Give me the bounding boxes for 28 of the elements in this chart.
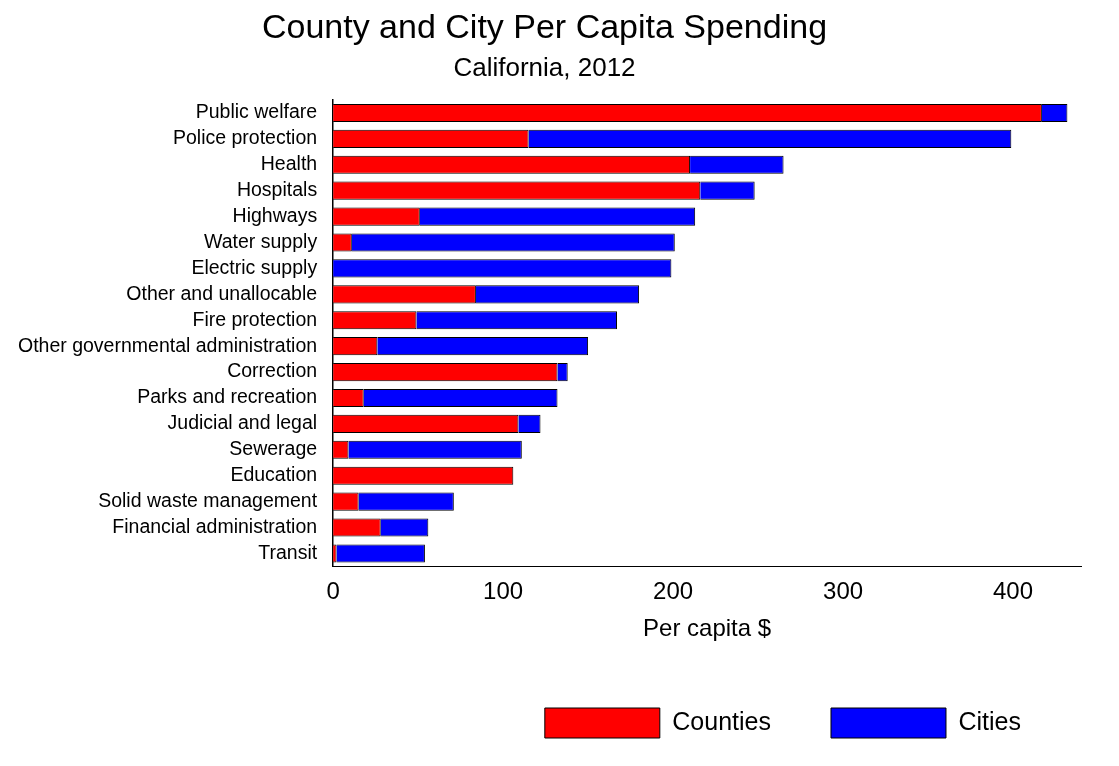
y-tick-label: Transit: [258, 540, 318, 563]
x-tick-label: 100: [483, 577, 524, 605]
y-tick-label: Highways: [232, 203, 318, 226]
x-tick-label: 300: [823, 577, 864, 605]
chart-title: County and City Per Capita Spending: [261, 6, 828, 45]
y-tick-label: Parks and recreation: [137, 385, 318, 408]
x-tick-label: 0: [326, 577, 340, 605]
y-tick-label: Fire protection: [192, 307, 318, 330]
y-tick-label: Solid waste management: [98, 489, 318, 511]
y-tick-label: Other and unallocable: [126, 281, 318, 304]
y-tick-label: Water supply: [204, 229, 318, 252]
chart-subtitle: California, 2012: [453, 51, 636, 82]
x-tick-label: 400: [992, 577, 1034, 605]
y-tick-label: Police protection: [172, 126, 318, 149]
y-tick-label: Health: [260, 152, 318, 175]
x-axis-title: Per capita $: [643, 614, 772, 642]
y-tick-label: Electric supply: [191, 255, 318, 278]
y-tick-label: Sewerage: [229, 437, 318, 460]
y-tick-label: Hospitals: [236, 178, 318, 201]
y-tick-label: Education: [230, 463, 318, 486]
y-tick-label: Public welfare: [195, 100, 318, 123]
y-tick-label: Financial administration: [112, 514, 318, 537]
legend-label: Counties: [672, 706, 771, 735]
y-tick-label: Correction: [227, 359, 318, 382]
y-tick-label: Other governmental administration: [17, 333, 318, 356]
legend-label: Cities: [958, 706, 1021, 735]
x-tick-label: 200: [653, 577, 694, 605]
y-tick-label: Judicial and legal: [167, 411, 318, 434]
